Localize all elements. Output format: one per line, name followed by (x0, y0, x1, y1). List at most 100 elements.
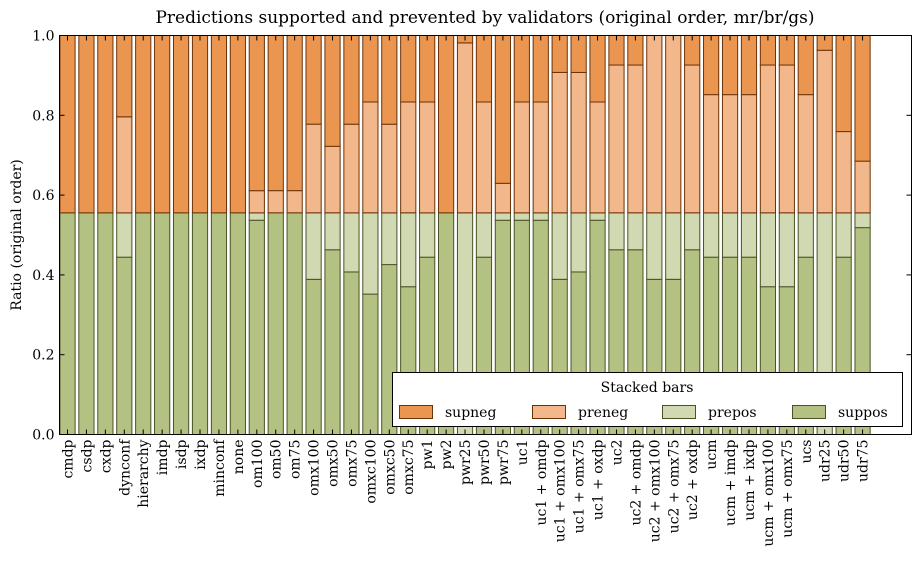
bar-segment-suppos (97, 212, 114, 435)
bar-segment-supneg (381, 35, 398, 125)
bar-segment-preneg (797, 94, 814, 214)
x-tick-label: omx100 (307, 440, 323, 496)
bar-segment-preneg (627, 64, 644, 214)
bar-segment-preneg (267, 190, 284, 214)
bar-segment-prepos (778, 212, 795, 288)
bar-segment-supneg (191, 35, 209, 214)
x-tick-label: none (231, 440, 247, 475)
x-tick-label: ucs (799, 440, 815, 464)
bar-segment-supneg (154, 35, 171, 214)
bar-segment-supneg (494, 35, 511, 184)
x-tick-label: isdp (174, 439, 190, 469)
x-tick-label: pw2 (439, 440, 455, 470)
bar-segment-supneg (210, 35, 228, 214)
bar-segment-supneg (513, 35, 530, 103)
bar-segment-prepos (589, 212, 606, 221)
bar-segment-suppos (305, 278, 322, 435)
x-tick-label: uc1 + oxdp (591, 439, 607, 520)
x-tick-label: udr75 (856, 440, 872, 483)
bar-segment-preneg (456, 42, 474, 214)
bar-segment-preneg (721, 94, 739, 214)
legend-label-suppos: suppos (838, 405, 888, 421)
bar-segment-prepos (494, 212, 511, 221)
bar-segment-supneg (97, 35, 114, 214)
bar-segment-preneg (343, 123, 360, 214)
plot-frame (59, 35, 912, 435)
x-tick-label: omx75 (344, 440, 360, 487)
x-tick-label: omx50 (326, 440, 342, 487)
legend: Stacked bars supneg preneg prepos suppos (392, 372, 903, 427)
bar-segment-suppos (362, 293, 379, 435)
x-tick-label: ucm + omx100 (761, 440, 777, 547)
bar-segment-supneg (400, 34, 417, 103)
bar-segment-supneg (286, 34, 303, 192)
bar-segment-supneg (532, 35, 549, 103)
x-tick-label: udr50 (837, 440, 853, 483)
bar-segment-prepos (854, 212, 871, 229)
bar-segment-preneg (703, 94, 720, 214)
y-tick-label: 0.0 (32, 428, 54, 444)
bar-segment-preneg (381, 123, 398, 214)
bar-segment-suppos (267, 212, 284, 435)
bar-segment-supneg (721, 35, 739, 96)
legend-entry-preneg: preneg (532, 405, 628, 421)
x-tick-label: cxdp (98, 439, 114, 473)
x-tick-label: cmdp (61, 439, 77, 478)
bar-segment-prepos (646, 212, 663, 280)
bar-segment-preneg (854, 160, 871, 214)
x-tick-label: uc1 + omx75 (572, 440, 588, 534)
bar-segment-supneg (305, 35, 322, 125)
x-tick-label: pwr50 (477, 440, 493, 485)
x-tick-label: imdp (155, 439, 171, 475)
x-tick-label: ucm + imdp (723, 439, 739, 525)
bar-segment-prepos (305, 212, 322, 280)
bar-segment-supneg (267, 34, 284, 192)
x-tick-label: ucm + omx75 (780, 440, 796, 538)
legend-swatch-prepos (662, 405, 696, 419)
bar-segment-supneg (740, 35, 758, 96)
bars-group (59, 34, 871, 436)
y-tick-label: 0.2 (32, 348, 54, 364)
bar-segment-suppos (248, 219, 265, 435)
x-tick-label: udr25 (818, 440, 834, 483)
bar-segment-supneg (229, 35, 246, 214)
legend-entry-suppos: suppos (792, 405, 888, 421)
bar-segment-supneg (362, 34, 379, 103)
bar-segment-supneg (703, 35, 720, 96)
bar-segment-suppos (78, 212, 95, 435)
bar-segment-supneg (78, 35, 95, 214)
x-tick-label: omxc50 (382, 440, 398, 495)
bar-segment-prepos (248, 212, 265, 221)
bar-segment-supneg (324, 34, 341, 147)
bar-segment-preneg (362, 101, 379, 214)
x-tick-label: ucm (704, 440, 720, 470)
legend-swatch-supneg (399, 405, 433, 419)
x-tick-label: uc1 (515, 440, 531, 466)
bar-segment-prepos (627, 212, 644, 251)
bar-segment-suppos (116, 256, 133, 435)
bar-segment-prepos (362, 212, 379, 295)
bar-segment-preneg (835, 131, 852, 214)
x-tick-label: om100 (250, 440, 266, 488)
bar-segment-suppos (324, 249, 341, 435)
bar-segment-supneg (419, 35, 436, 103)
bar-segment-prepos (721, 212, 739, 258)
legend-title: Stacked bars (601, 380, 694, 396)
bar-segment-preneg (551, 71, 568, 214)
bar-segment-supneg (797, 35, 814, 96)
bar-segment-prepos (532, 212, 549, 221)
bar-segment-supneg (135, 35, 152, 214)
bar-segment-prepos (703, 212, 720, 258)
x-tick-label: uc2 + omx100 (647, 440, 663, 543)
bar-segment-prepos (116, 212, 133, 258)
bar-segment-preneg (513, 101, 530, 214)
bar-segment-prepos (419, 212, 436, 258)
bar-segment-prepos (835, 212, 852, 258)
x-tick-label: pwr75 (496, 440, 512, 485)
legend-label-preneg: preneg (578, 405, 628, 421)
legend-label-supneg: supneg (445, 405, 496, 421)
x-tick-label: uc2 + oxdp (685, 439, 701, 520)
bar-segment-preneg (589, 101, 606, 214)
bar-segment-preneg (494, 182, 511, 214)
